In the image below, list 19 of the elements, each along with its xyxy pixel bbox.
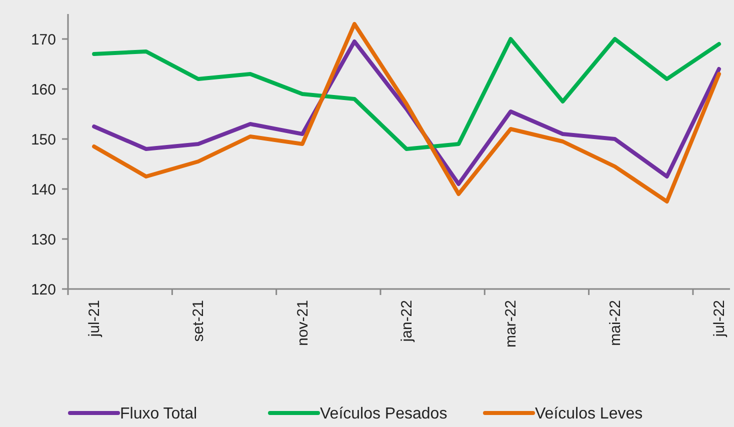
legend-label: Veículos Leves	[535, 406, 643, 423]
x-tick-label: jul-21	[86, 300, 104, 338]
y-tick-label: 170	[30, 31, 56, 48]
x-tick-label: mar-22	[502, 300, 520, 348]
y-tick-label: 130	[30, 231, 56, 248]
line-series	[92, 37, 721, 151]
y-tick-label: 150	[30, 131, 56, 148]
y-tick-label: 140	[30, 181, 56, 198]
y-tick-label: 120	[30, 281, 56, 298]
x-tick-label: jul-22	[711, 300, 728, 338]
x-tick-label: mai-22	[606, 300, 624, 346]
y-tick-label: 160	[30, 81, 56, 98]
line-series	[92, 40, 721, 186]
legend-label: Fluxo Total	[120, 406, 198, 423]
x-tick-label: set-21	[190, 300, 208, 342]
x-tick-label: nov-21	[294, 300, 312, 346]
line-series	[92, 22, 721, 204]
x-tick-label: jan-22	[398, 300, 416, 343]
legend-label: Veículos Pesados	[320, 406, 448, 423]
